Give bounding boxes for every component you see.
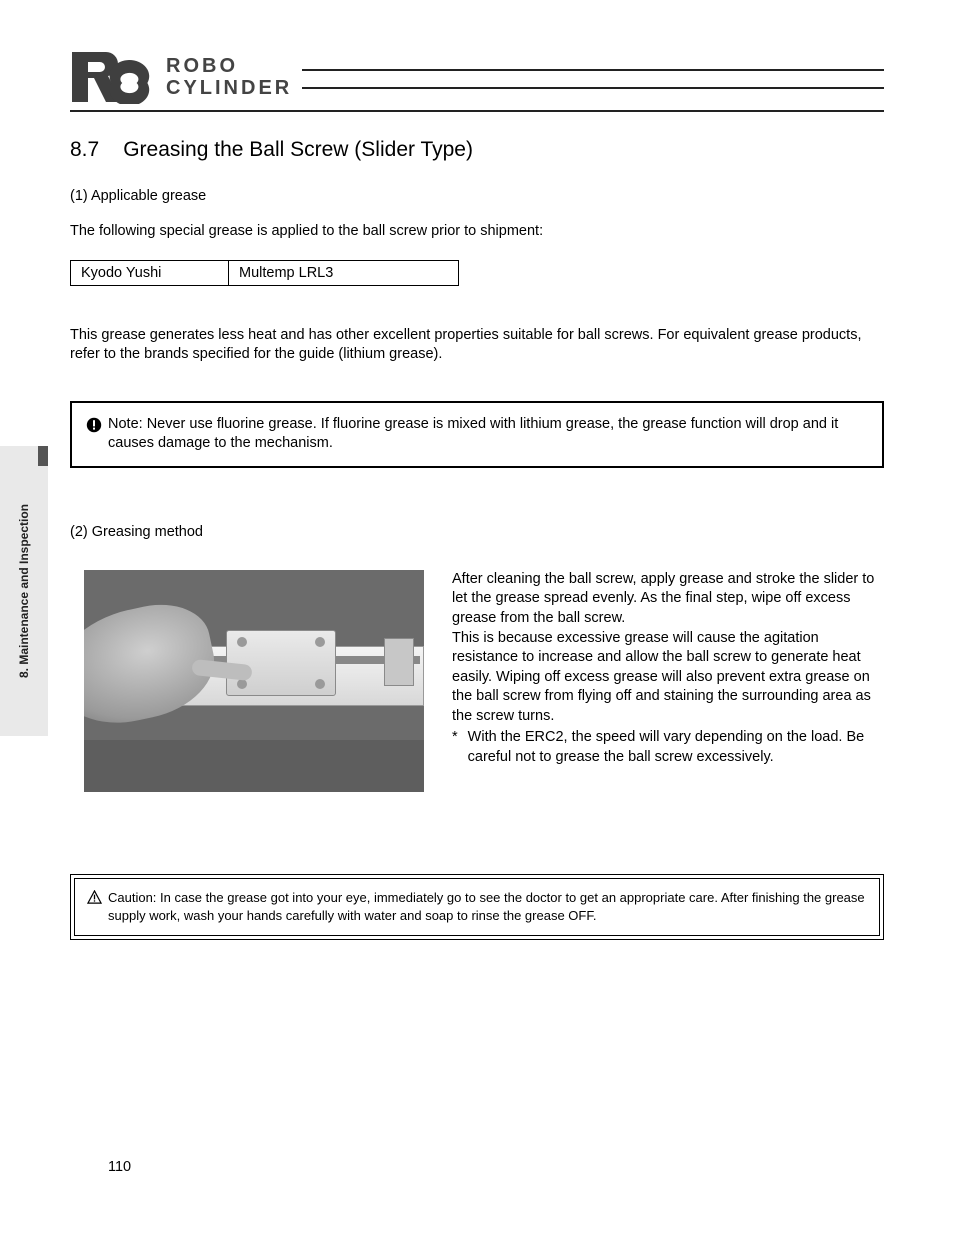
caution-text: In case the grease got into your eye, im…	[108, 890, 865, 923]
header-rules	[302, 65, 884, 89]
caution-body: Caution: In case the grease got into you…	[108, 889, 867, 925]
header-rule-top	[302, 69, 884, 71]
note-label: Note:	[108, 416, 143, 432]
page-number: 110	[108, 1159, 131, 1175]
method-paragraph: After cleaning the ball screw, apply gre…	[452, 570, 884, 727]
note-box: Note: Never use fluorine grease. If fluo…	[70, 401, 884, 468]
logo-text-block: ROBO CYLINDER	[166, 56, 292, 98]
grease-product-cell: Multemp LRL3	[229, 260, 459, 285]
side-tab-text: 8. Maintenance and Inspection	[17, 504, 31, 678]
header-underline	[70, 110, 884, 112]
logo-word-2: CYLINDER	[166, 78, 292, 98]
greasing-method-row: After cleaning the ball screw, apply gre…	[70, 570, 884, 792]
greasing-photo	[84, 570, 424, 792]
table-row: Kyodo Yushi Multemp LRL3	[71, 260, 459, 285]
warning-triangle-icon	[87, 890, 102, 905]
header-logo-row: ROBO CYLINDER	[70, 50, 884, 104]
header-rule-bottom	[302, 87, 884, 89]
note-text: Never use fluorine grease. If fluorine g…	[108, 416, 838, 452]
asterisk-text: With the ERC2, the speed will vary depen…	[468, 728, 884, 767]
subsection-2-heading: (2) Greasing method	[70, 524, 884, 540]
caution-label: Caution:	[108, 890, 156, 905]
manual-page: 8. Maintenance and Inspection ROBO CYLIN…	[0, 0, 954, 1235]
section-number: 8.7	[70, 138, 99, 162]
note-body: Note: Never use fluorine grease. If fluo…	[108, 415, 868, 454]
logo-word-1: ROBO	[166, 56, 292, 76]
section-title-text: Greasing the Ball Screw (Slider Type)	[123, 138, 473, 161]
side-tab: 8. Maintenance and Inspection	[0, 446, 48, 736]
asterisk-mark: *	[452, 728, 458, 767]
grease-maker-cell: Kyodo Yushi	[71, 260, 229, 285]
para-after-table: This grease generates less heat and has …	[70, 326, 884, 365]
rc-logo-icon	[70, 50, 156, 104]
subsection-1-intro: The following special grease is applied …	[70, 222, 884, 242]
subsection-1-heading: (1) Applicable grease	[70, 188, 884, 204]
section-title: 8.7 Greasing the Ball Screw (Slider Type)	[70, 138, 884, 162]
caution-inner: Caution: In case the grease got into you…	[74, 878, 880, 936]
grease-table: Kyodo Yushi Multemp LRL3	[70, 260, 459, 286]
method-text: After cleaning the ball screw, apply gre…	[452, 570, 884, 768]
exclamation-circle-icon	[86, 417, 102, 433]
caution-box: Caution: In case the grease got into you…	[70, 874, 884, 940]
